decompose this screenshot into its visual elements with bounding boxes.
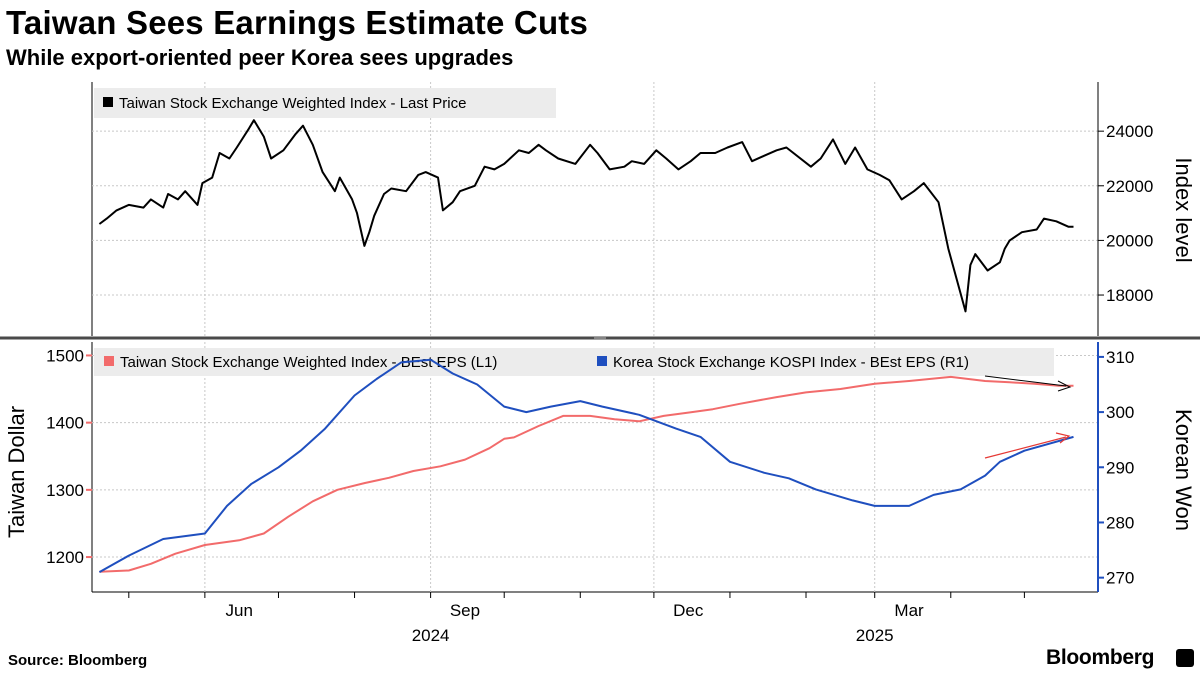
top-legend-swatch [103,97,113,107]
legend-label-taiwan-eps: Taiwan Stock Exchange Weighted Index - B… [120,354,497,371]
top-panel: 18000 20000 22000 24000 Taiwan Stock Exchan… [91,82,1196,336]
legend-swatch-taiwan-eps [104,356,114,366]
series-taiwan-eps [99,375,1074,573]
bottom-left-tick-label: 1500 [46,346,84,365]
x-ticks: Jun Sep Dec Mar 2024 2025 [128,592,1025,645]
bottom-grid [92,342,1098,592]
x-tick-label: Sep [450,601,480,620]
bottom-left-y-ticks: 1200 1300 1400 1500 [46,346,92,567]
top-grid [92,82,1098,336]
bottom-panel: 1200 1300 1400 1500 270 280 290 300 310 Jun Sep D… [4,342,1196,645]
annotation-arrow-taiwan-down [984,375,1072,392]
top-legend-box [94,88,556,118]
top-y-axis-label: Index level [1171,157,1196,262]
annotation-arrow-kospi-up [984,432,1071,459]
chart-subtitle: While export-oriented peer Korea sees up… [6,45,514,70]
series-taiwan-price [98,119,1074,313]
chart-title: Taiwan Sees Earnings Estimate Cuts [6,4,589,41]
bottom-right-y-ticks: 270 280 290 300 310 [1098,348,1134,588]
bottom-left-tick-label: 1200 [46,548,84,567]
x-year-label: 2025 [856,626,894,645]
bottom-legend-box [94,348,1054,376]
top-ytick-label: 24000 [1106,122,1153,141]
bottom-right-axis-label: Korean Won [1171,409,1196,531]
legend-label-kospi-eps: Korea Stock Exchange KOSPI Index - BEst … [613,354,969,371]
bottom-right-tick-label: 270 [1106,569,1134,588]
top-ytick-label: 22000 [1106,177,1153,196]
bottom-right-tick-label: 310 [1106,348,1134,367]
x-tick-label: Jun [226,601,253,620]
bottom-right-tick-label: 300 [1106,403,1134,422]
top-ytick-label: 20000 [1106,231,1153,250]
x-tick-label: Mar [894,601,924,620]
brand-logo: Bloomberg [1046,646,1155,669]
x-tick-label: Dec [673,601,704,620]
bottom-left-axis-label: Taiwan Dollar [4,406,29,538]
bottom-right-tick-label: 290 [1106,458,1134,477]
x-year-label: 2024 [412,626,450,645]
top-legend-label: Taiwan Stock Exchange Weighted Index - L… [119,95,466,112]
bottom-left-tick-label: 1300 [46,481,84,500]
top-y-ticks: 18000 20000 22000 24000 [1098,122,1153,305]
legend-swatch-kospi-eps [597,356,607,366]
source-note: Source: Bloomberg [8,652,148,669]
top-ytick-label: 18000 [1106,286,1153,305]
bloomberg-chart-icon [1176,649,1194,667]
series-kospi-eps [98,358,1074,573]
bottom-right-tick-label: 280 [1106,513,1134,532]
bottom-left-tick-label: 1400 [46,414,84,433]
